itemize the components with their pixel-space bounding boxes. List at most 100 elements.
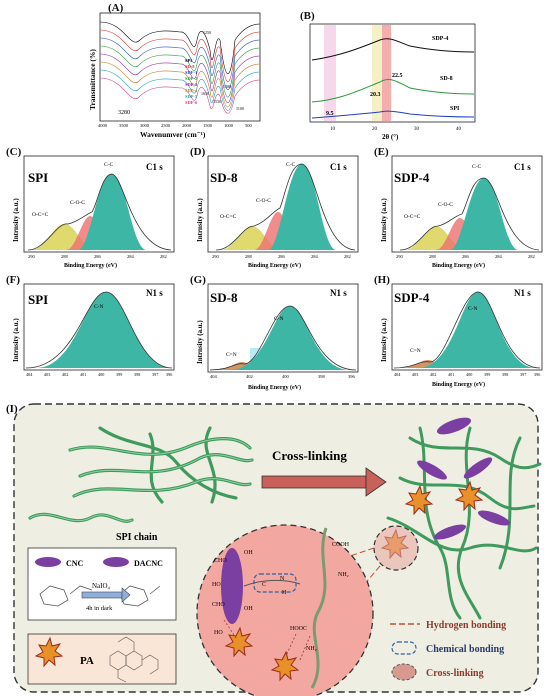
x-tick: 1000 — [224, 123, 234, 128]
peak-label-9-5: 9.5 — [326, 111, 334, 117]
x-tick: 397 — [152, 372, 158, 377]
legend-entry: SDF-2 — [185, 76, 198, 81]
panel-title: SD-8 — [210, 170, 238, 185]
peak-cc: C-C — [472, 164, 482, 170]
x-axis-label: Binding Energy (eV) — [248, 262, 301, 269]
bonding-legend: Hydrogen bonding Chemical bonding Cross-… — [390, 620, 506, 681]
chem-cho: CHO — [214, 558, 227, 564]
panel-tag: N1 s — [330, 288, 347, 298]
chem-n: N — [280, 576, 285, 582]
x-tick: 290 — [28, 254, 36, 259]
peak-ceqn: C=N — [226, 352, 237, 358]
peak-occ: O-C=C — [404, 214, 421, 220]
x-tick: 398 — [502, 372, 508, 377]
panel-i-label: (I) — [6, 403, 18, 415]
x-tick: 3500 — [119, 123, 129, 128]
legend-chemical-bonding: Chemical bonding — [426, 644, 504, 655]
x-tick: 402 — [246, 374, 253, 379]
x-tick: 4000 — [98, 123, 108, 128]
panel-d-label: (D) — [190, 146, 206, 158]
peak-cc: C-C — [104, 162, 114, 168]
peak-cn: C-N — [274, 316, 284, 322]
crosslinking-arrow — [261, 467, 387, 497]
legend-entry: SDP-5 — [185, 94, 198, 99]
chem-c: C — [262, 582, 266, 588]
series-label-spi: SPI — [450, 106, 460, 112]
x-tick: 403 — [44, 372, 50, 377]
chem-oh: OH — [244, 606, 253, 612]
annot-1630: 1630 — [201, 91, 209, 96]
x-axis-label: Binding Energy (eV) — [248, 384, 301, 391]
x-tick: 30 — [414, 127, 420, 132]
legend-entry: SDF-1 — [185, 70, 198, 75]
y-axis-label: Intrnsity (a.u.) — [196, 320, 204, 364]
crosslinking-title: Cross-linking — [272, 448, 347, 463]
panel-tag: C1 s — [146, 162, 163, 172]
xrd-chart: 9.5 20.3 22.5 SDP-4 SD-8 SPI 10 20 30 40… — [309, 23, 476, 141]
legend-entry: SD-8 — [185, 64, 195, 69]
panel-title: SPI — [28, 292, 48, 307]
legend-entry: SDP-4 — [185, 88, 198, 93]
x-tick: 20 — [372, 127, 378, 132]
dacnc-rods — [417, 417, 511, 540]
x-tick: 396 — [348, 374, 356, 379]
x-tick: 402 — [62, 372, 68, 377]
peak-cc: C-C — [286, 162, 296, 168]
legend-hydrogen-bonding: Hydrogen bonding — [426, 620, 506, 631]
zoom-detail: CHO OH HO CHO OH HO COOH NH₂ HOOC NH₂ C … — [196, 524, 381, 696]
series-label-sdp4: SDP-4 — [432, 36, 448, 42]
reagent-label: NaIO₄ — [92, 582, 111, 590]
legend-entry: SPI — [185, 58, 192, 63]
x-tick: 282 — [160, 254, 167, 259]
x-tick: 284 — [495, 254, 503, 259]
x-tick: 2500 — [161, 123, 171, 128]
panel-g-label: (G) — [190, 274, 206, 286]
cnc-box: CNC DACNC NaIO₄ 4h in dark — [27, 547, 177, 621]
x-tick: 288 — [61, 254, 69, 259]
x-tick: 397 — [520, 372, 526, 377]
peak-cn: C-N — [94, 304, 104, 310]
x-tick: 401 — [448, 372, 454, 377]
chem-cooh: COOH — [332, 542, 350, 548]
peak-label-20-3: 20.3 — [370, 92, 381, 98]
ftir-legend: SPI SD-8 SDF-1 SDF-2 SDP-3 SDP-4 SDP-5 S… — [185, 58, 198, 105]
panel-title: SPI — [28, 170, 48, 185]
chem-ho: HO — [214, 630, 223, 636]
x-axis-label: Binding Energy (eV) — [64, 262, 117, 269]
x-tick: 399 — [116, 372, 122, 377]
x-tick: 288 — [245, 254, 253, 259]
panel-a-label: (A) — [108, 2, 124, 14]
x-tick: 396 — [166, 372, 172, 377]
x-tick: 284 — [311, 254, 319, 259]
zoom-circle-small — [373, 525, 419, 571]
chem-nh2: NH₂ — [338, 572, 349, 578]
panel-f-label: (F) — [6, 274, 21, 286]
x-tick: 398 — [318, 374, 326, 379]
x-tick: 1500 — [203, 123, 213, 128]
chem-nh2: NH₂ — [306, 646, 317, 652]
xps-c1s-sdp4: SDP-4 C1 s O-C=C C-O-C C-C 290 288 286 2… — [380, 155, 543, 269]
chem-hooc: HOOC — [290, 626, 307, 632]
peak-label-22-5: 22.5 — [392, 73, 403, 79]
x-tick: 401 — [80, 372, 86, 377]
x-tick: 400 — [282, 374, 290, 379]
panel-b-label: (B) — [300, 10, 315, 22]
chem-ho: HO — [212, 582, 221, 588]
x-tick: 282 — [344, 254, 351, 259]
pa-label: PA — [80, 655, 94, 667]
y-axis-label: Intrnsity (a.u.) — [12, 318, 20, 362]
x-tick: 404 — [26, 372, 33, 377]
dacnc-label: DACNC — [134, 559, 163, 568]
x-tick: 290 — [212, 254, 220, 259]
panel-h-label: (H) — [374, 274, 390, 286]
peak-coc: C-O-C — [70, 200, 85, 206]
x-tick: 500 — [245, 123, 253, 128]
chem-h: H — [282, 590, 287, 596]
annot-1100: 1100 — [236, 106, 244, 111]
legend-crosslinking: Cross-linking — [426, 668, 484, 679]
spi-chain-label: SPI chain — [116, 532, 158, 543]
annot-3280: 3280 — [118, 110, 130, 116]
x-axis-label: Binding Energy (eV) — [432, 262, 485, 269]
x-tick: 403 — [412, 372, 418, 377]
x-tick: 396 — [534, 372, 540, 377]
